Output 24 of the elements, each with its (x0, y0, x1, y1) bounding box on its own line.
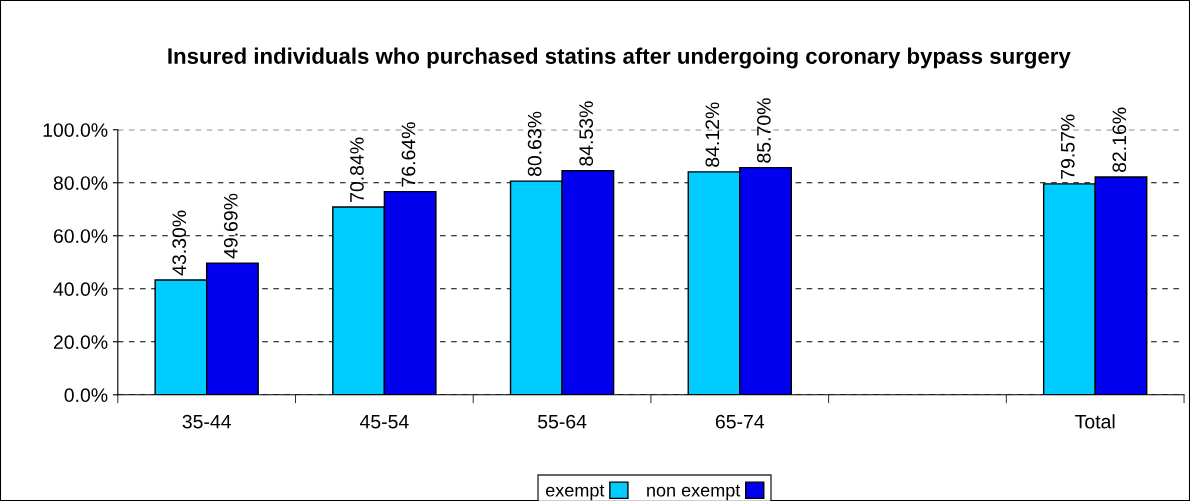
data-label: 84.53% (579, 101, 594, 166)
y-tick-label: 0.0% (64, 388, 108, 403)
data-label: 49.69% (223, 193, 238, 259)
y-tick-label: 100.0% (43, 123, 108, 137)
data-label: 76.64% (401, 122, 416, 187)
data-label: 70.84% (350, 137, 364, 202)
y-tick-label: 60.0% (53, 229, 108, 244)
x-tick-label: 55-64 (537, 414, 587, 429)
data-label: 79.57% (1060, 114, 1075, 179)
x-tick-label: 35-44 (182, 414, 231, 429)
data-label: 85.70% (757, 98, 771, 163)
data-label: 43.30% (172, 210, 187, 276)
data-label: 82.16% (1112, 107, 1127, 173)
legend-label: non exempt (647, 484, 741, 501)
y-tick-label: 80.0% (53, 176, 108, 190)
data-label: 84.12% (705, 102, 720, 167)
legend-label: exempt (545, 484, 605, 501)
data-label: 80.63% (527, 111, 542, 177)
y-tick-label: 40.0% (53, 282, 108, 297)
x-tick-label: Total (1075, 414, 1115, 429)
x-tick-label: 45-54 (359, 414, 409, 429)
x-tick-label: 65-74 (715, 414, 765, 429)
chart-title: Insured individuals who purchased statins after undergoing coronary bypass surgery (168, 47, 1071, 69)
y-tick-label: 20.0% (53, 335, 108, 350)
